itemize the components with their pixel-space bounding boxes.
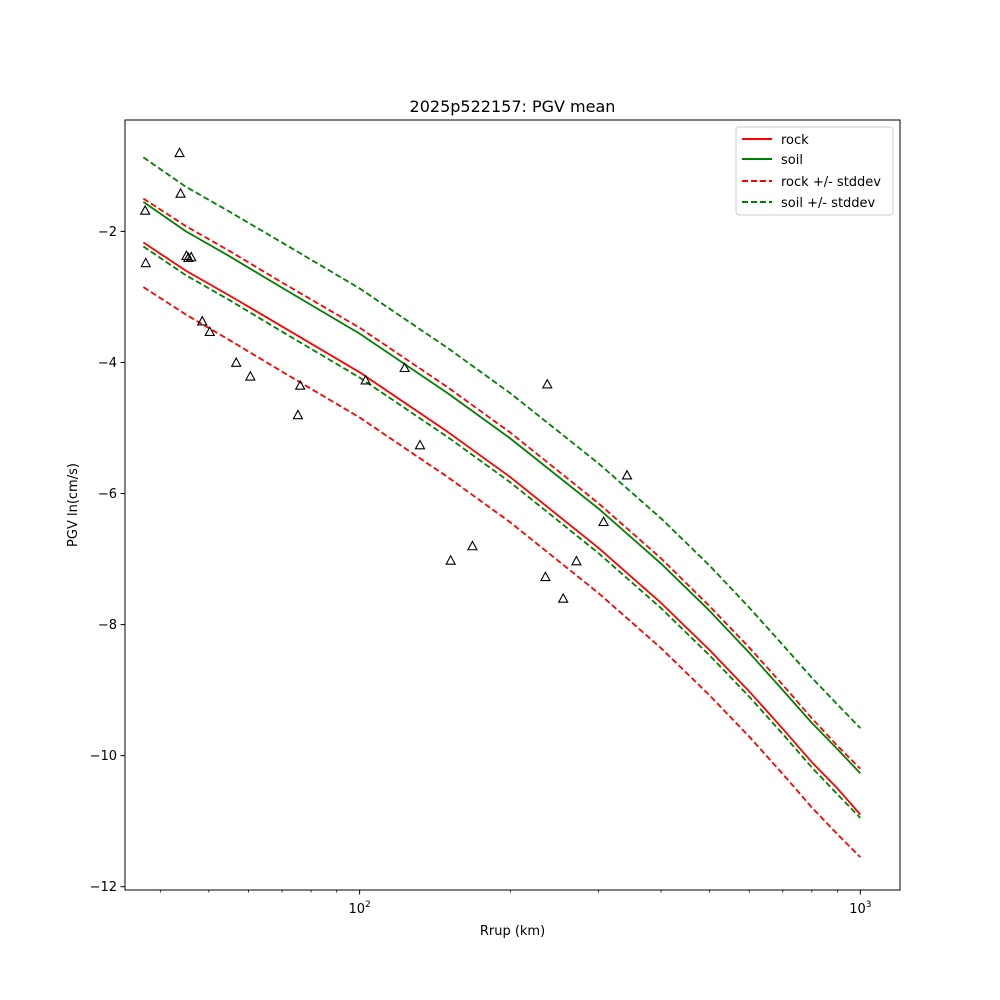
y-tick-label: −4 bbox=[98, 356, 117, 371]
observation-point bbox=[140, 257, 152, 268]
x-tick-label-base: 10 bbox=[348, 902, 365, 917]
legend-label-soil: soil bbox=[781, 153, 803, 168]
y-tick-label: −8 bbox=[98, 618, 117, 633]
observation-point bbox=[557, 592, 569, 603]
observation-point bbox=[467, 540, 478, 551]
y-tick-label: −10 bbox=[90, 749, 117, 764]
series-line-rock-stddev bbox=[142, 286, 861, 858]
y-axis-ticks: −12 −10 −8 −6 −4 −2 bbox=[90, 225, 125, 895]
x-tick-label-exponent: 3 bbox=[866, 900, 872, 910]
observation-markers bbox=[139, 147, 633, 603]
observation-point bbox=[175, 187, 186, 198]
plot-frame bbox=[124, 119, 901, 891]
series-layer bbox=[142, 156, 862, 858]
observation-point bbox=[196, 315, 208, 326]
observation-point bbox=[174, 147, 186, 158]
observation-point bbox=[570, 555, 582, 566]
x-tick-label-exponent: 2 bbox=[365, 900, 371, 910]
observation-point bbox=[204, 326, 216, 337]
x-axis-label: Rrup (km) bbox=[480, 924, 545, 939]
observation-point bbox=[541, 378, 553, 389]
series-line-rock bbox=[142, 241, 862, 816]
legend-label-rock: rock bbox=[781, 133, 809, 148]
observation-point bbox=[139, 204, 151, 215]
observation-point bbox=[598, 516, 609, 527]
y-tick-label: −6 bbox=[98, 487, 117, 502]
y-tick-label: −2 bbox=[98, 225, 117, 240]
y-axis-label: PGV ln(cm/s) bbox=[66, 463, 81, 547]
legend-frame bbox=[735, 126, 894, 216]
observation-point bbox=[621, 469, 633, 480]
observation-point bbox=[539, 571, 551, 582]
series-line-soil-stddev bbox=[142, 245, 861, 819]
x-tick-label: 103 bbox=[849, 900, 871, 917]
x-tick-label-base: 10 bbox=[849, 902, 866, 917]
observation-point bbox=[181, 249, 192, 261]
legend: rock soil rock +/- stddev soil +/- stdde… bbox=[735, 126, 894, 216]
observation-point bbox=[230, 356, 242, 367]
legend-label-soil-stddev: soil +/- stddev bbox=[781, 196, 876, 211]
series-line-rock-stddev bbox=[142, 197, 861, 770]
observation-point bbox=[182, 251, 194, 262]
observation-point bbox=[445, 554, 457, 565]
observation-point bbox=[185, 251, 197, 262]
series-line-soil bbox=[142, 201, 862, 774]
observation-point bbox=[399, 362, 411, 373]
series-line-soil-stddev bbox=[142, 156, 861, 729]
observation-point bbox=[414, 439, 426, 450]
x-tick-label: 102 bbox=[348, 900, 370, 917]
observation-point bbox=[244, 370, 256, 381]
observation-point bbox=[360, 374, 372, 385]
chart-title: 2025p522157: PGV mean bbox=[410, 97, 616, 116]
observation-point bbox=[294, 379, 306, 390]
observation-point bbox=[292, 409, 304, 420]
y-tick-label: −12 bbox=[90, 880, 117, 895]
legend-label-rock-stddev: rock +/- stddev bbox=[781, 175, 881, 190]
x-axis-ticks: 102 103 bbox=[159, 890, 871, 917]
